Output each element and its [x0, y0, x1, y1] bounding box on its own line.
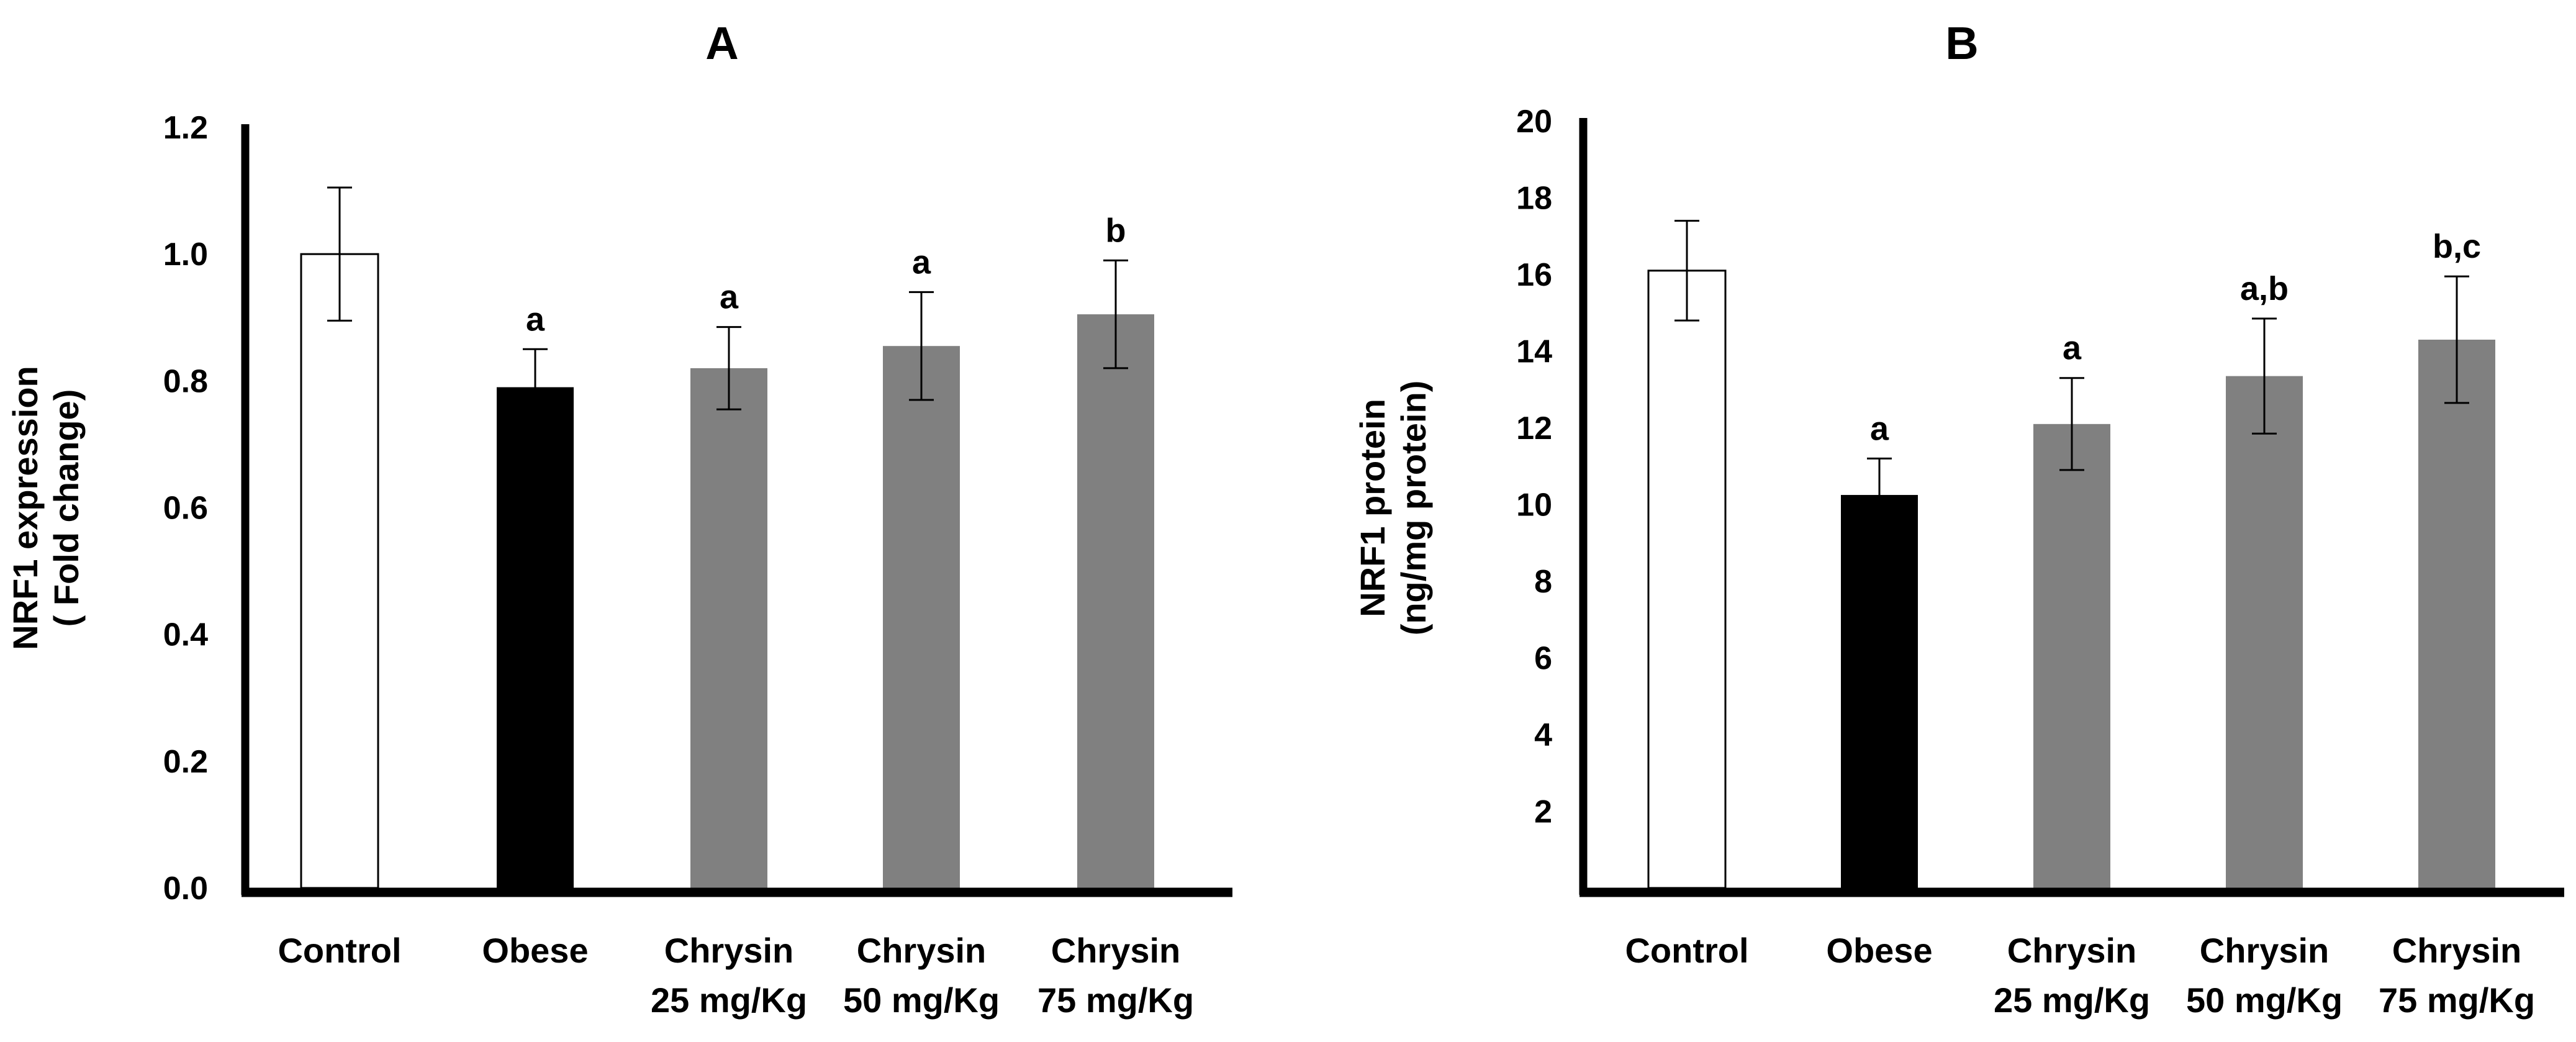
x-category-label: 50 mg/Kg [843, 981, 1000, 1020]
significance-label: b [1106, 212, 1126, 249]
x-category-label: Obese [1826, 931, 1932, 970]
y-tick-label: 0.8 [163, 363, 208, 399]
chart-title: B [1945, 17, 1978, 69]
significance-label: b,c [2433, 228, 2481, 265]
significance-label: a [2063, 330, 2082, 367]
y-axis-label-line: NRF1 expression [6, 366, 45, 650]
bar-2 [1841, 495, 1918, 888]
x-category-label: Chrysin [664, 931, 794, 970]
x-category-label: 75 mg/Kg [2379, 981, 2535, 1020]
bar-4 [2226, 376, 2303, 888]
y-tick-label: 1.0 [163, 237, 208, 273]
y-tick-label: 16 [1516, 257, 1552, 293]
bar-1 [1647, 270, 1727, 889]
y-axis-label: NRF1 protein(ng/mg protein) [1353, 381, 1433, 636]
bar-1 [300, 253, 379, 889]
significance-label: a [526, 301, 545, 338]
bar-2 [497, 387, 574, 888]
y-axis-label-line: NRF1 protein [1353, 399, 1392, 617]
y-axis-label-line: ( Fold change) [47, 389, 86, 627]
y-tick-label: 20 [1516, 104, 1552, 140]
chart-title: A [705, 17, 738, 69]
x-category-label: Chrysin [857, 931, 987, 970]
significance-label: a,b [2240, 270, 2289, 307]
significance-label: a [1870, 410, 1889, 447]
bar-4 [883, 346, 960, 888]
x-category-label: Chrysin [2007, 931, 2137, 970]
x-category-label: 75 mg/Kg [1037, 981, 1194, 1020]
x-category-label: Chrysin [1051, 931, 1181, 970]
y-tick-label: 4 [1534, 717, 1552, 753]
significance-label: a [912, 243, 931, 281]
y-tick-label: 8 [1534, 564, 1552, 600]
chart-panel-B: B NRF1 protein(ng/mg protein) 2 4 6 8 10 12 14 16… [1353, 17, 2564, 1020]
y-axis-label: NRF1 expression( Fold change) [6, 366, 86, 650]
y-tick-label: 0.0 [163, 871, 208, 907]
x-category-label: 25 mg/Kg [1994, 981, 2150, 1020]
bar-3 [690, 368, 767, 888]
y-tick-label: 12 [1516, 410, 1552, 446]
x-category-label: 25 mg/Kg [651, 981, 807, 1020]
bar-5 [1077, 314, 1154, 888]
y-tick-label: 1.2 [163, 110, 208, 146]
x-category-label: Obese [482, 931, 588, 970]
y-tick-label: 14 [1516, 334, 1552, 370]
chart-panel-A: A NRF1 expression( Fold change) 0.0 0.2 0.4 0… [6, 17, 1232, 1020]
y-tick-label: 6 [1534, 641, 1552, 677]
x-category-label: Chrysin [2200, 931, 2330, 970]
x-category-label: Chrysin [2392, 931, 2522, 970]
y-tick-label: 10 [1516, 487, 1552, 523]
x-category-label: Control [1625, 931, 1748, 970]
y-tick-label: 18 [1516, 181, 1552, 217]
significance-label: a [720, 279, 739, 316]
y-tick-label: 0.6 [163, 491, 208, 527]
x-category-label: 50 mg/Kg [2186, 981, 2343, 1020]
y-axis-label-line: (ng/mg protein) [1394, 381, 1433, 636]
bar-3 [2033, 424, 2110, 888]
bar-5 [2418, 339, 2495, 888]
y-tick-label: 0.4 [163, 617, 208, 653]
x-category-label: Control [278, 931, 401, 970]
y-tick-label: 0.2 [163, 744, 208, 780]
y-tick-label: 2 [1534, 794, 1552, 830]
